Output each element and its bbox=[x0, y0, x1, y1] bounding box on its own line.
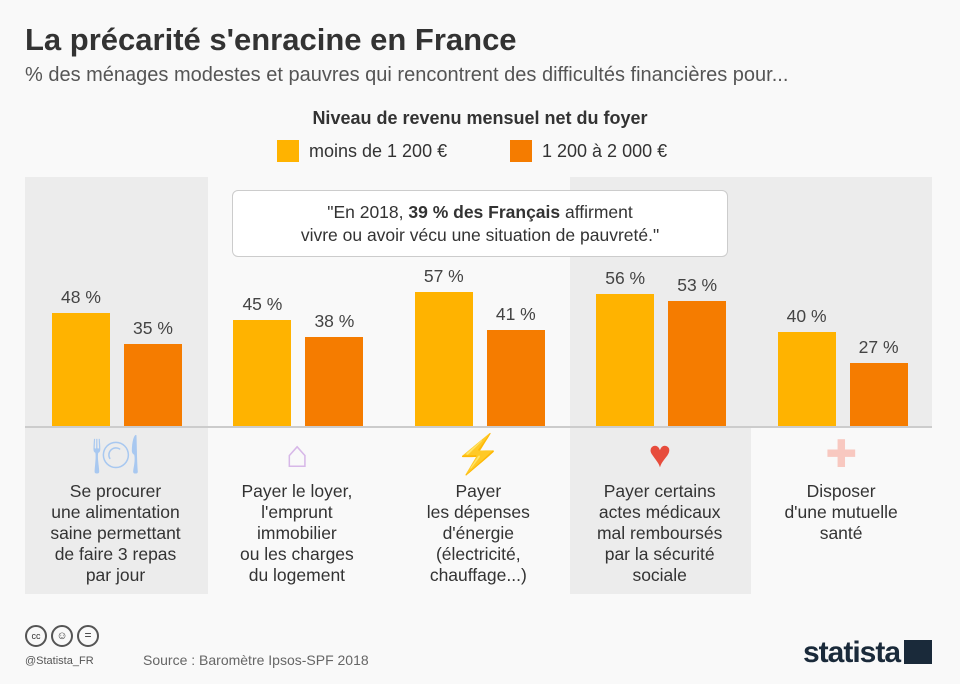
data-label: 56 % bbox=[605, 268, 646, 288]
quote-highlight: 39 % des Français bbox=[408, 202, 561, 222]
logo-mark-icon bbox=[904, 640, 933, 664]
category-label-line: d'énergie bbox=[442, 523, 515, 543]
category-label-line: immobilier bbox=[257, 523, 337, 543]
quote-text: "En 2018, bbox=[327, 202, 409, 222]
category-label-line: les dépenses bbox=[426, 502, 530, 522]
category-label-line: actes médicaux bbox=[598, 502, 721, 522]
bar bbox=[233, 320, 292, 427]
bar bbox=[486, 329, 545, 427]
data-label: 38 % bbox=[314, 310, 355, 331]
data-label: 27 % bbox=[858, 336, 899, 357]
category-label: Payer certains actes médicaux mal rembours… bbox=[569, 481, 750, 586]
category-label-line: une alimentation bbox=[51, 502, 180, 522]
quote-text: vivre ou avoir vécu une situation de pau… bbox=[300, 225, 660, 245]
medical-cross-icon: ✚ bbox=[825, 434, 858, 476]
bar bbox=[124, 343, 182, 427]
category-label-line: (électricité, bbox=[435, 544, 521, 564]
logo-text: statista bbox=[803, 636, 901, 669]
chart-subtitle: % des ménages modestes et pauvres qui re… bbox=[25, 64, 789, 86]
bar bbox=[305, 336, 364, 427]
category-label-line: Disposer bbox=[806, 481, 876, 501]
bar bbox=[414, 291, 473, 427]
license-icons: cc ☺ = bbox=[25, 625, 99, 647]
category-label-line: Se procurer bbox=[69, 481, 162, 501]
cc-icon: cc bbox=[25, 625, 47, 647]
category-label-line: saine permettant bbox=[50, 523, 181, 543]
lightning-icon: ⚡ bbox=[454, 434, 503, 476]
bar bbox=[849, 362, 908, 427]
legend-title: Niveau de revenu mensuel net du foyer bbox=[312, 108, 648, 128]
category-label: Payer les dépenses d'énergie (électricité, c… bbox=[388, 481, 569, 586]
legend-label: moins de 1 200 € bbox=[309, 140, 448, 161]
category-label-line: Payer certains bbox=[603, 481, 716, 501]
legend-item-mid: 1 200 à 2 000 € bbox=[510, 140, 667, 162]
heart-pulse-icon: ♥ bbox=[648, 434, 672, 476]
quote-box: "En 2018, 39 % des Français affirment viv… bbox=[232, 190, 728, 257]
category-label: Payer le loyer, l'emprunt immobilier ou les… bbox=[206, 481, 387, 586]
category-label-line: d'une mutuelle bbox=[784, 502, 898, 522]
bar bbox=[596, 294, 655, 427]
data-label: 57 % bbox=[423, 265, 464, 286]
panel-background bbox=[570, 427, 751, 594]
bar bbox=[52, 313, 110, 427]
category-label-line: de faire 3 repas bbox=[54, 544, 177, 564]
legend-item-low: moins de 1 200 € bbox=[277, 140, 447, 162]
category-label-line: du logement bbox=[248, 565, 346, 585]
legend-label: 1 200 à 2 000 € bbox=[542, 140, 668, 161]
data-label: 53 % bbox=[677, 275, 718, 296]
category-label-line: ou les charges bbox=[239, 544, 354, 564]
source-note: Source : Baromètre Ipsos-SPF 2018 bbox=[143, 652, 369, 668]
category-label-line: Payer bbox=[455, 481, 502, 501]
data-label: 41 % bbox=[495, 303, 536, 324]
data-label: 45 % bbox=[242, 294, 283, 315]
statista-logo: statista bbox=[803, 636, 933, 670]
data-label: 48 % bbox=[61, 287, 101, 307]
chart-title: La précarité s'enracine en France bbox=[25, 22, 517, 57]
category-label-line: par la sécurité bbox=[604, 544, 715, 564]
category-label-line: mal remboursés bbox=[596, 523, 723, 543]
category-label-line: sociale bbox=[632, 565, 687, 585]
data-label: 35 % bbox=[133, 317, 173, 338]
category-label-line: chauffage...) bbox=[429, 565, 527, 585]
nd-icon: = bbox=[77, 625, 99, 647]
twitter-handle: @Statista_FR bbox=[25, 655, 94, 667]
baseline bbox=[25, 426, 932, 428]
by-icon: ☺ bbox=[51, 625, 73, 647]
quote-text: affirment bbox=[560, 202, 633, 222]
category-label-line: Payer le loyer, bbox=[241, 481, 353, 501]
legend-swatch bbox=[510, 140, 532, 162]
category-label: Disposer d'une mutuelle santé bbox=[751, 481, 932, 544]
category-label-line: santé bbox=[819, 523, 863, 543]
plate-cutlery-icon: 🍽 bbox=[91, 434, 140, 476]
legend-swatch bbox=[277, 140, 299, 162]
house-icon: ⌂ bbox=[285, 434, 309, 476]
category-label-line: l'emprunt bbox=[261, 502, 333, 522]
category-label: Se procurer une alimentation saine permett… bbox=[25, 481, 206, 586]
category-label-line: par jour bbox=[85, 565, 146, 585]
bar bbox=[777, 332, 836, 427]
bar bbox=[668, 301, 727, 427]
data-label: 40 % bbox=[786, 306, 827, 326]
